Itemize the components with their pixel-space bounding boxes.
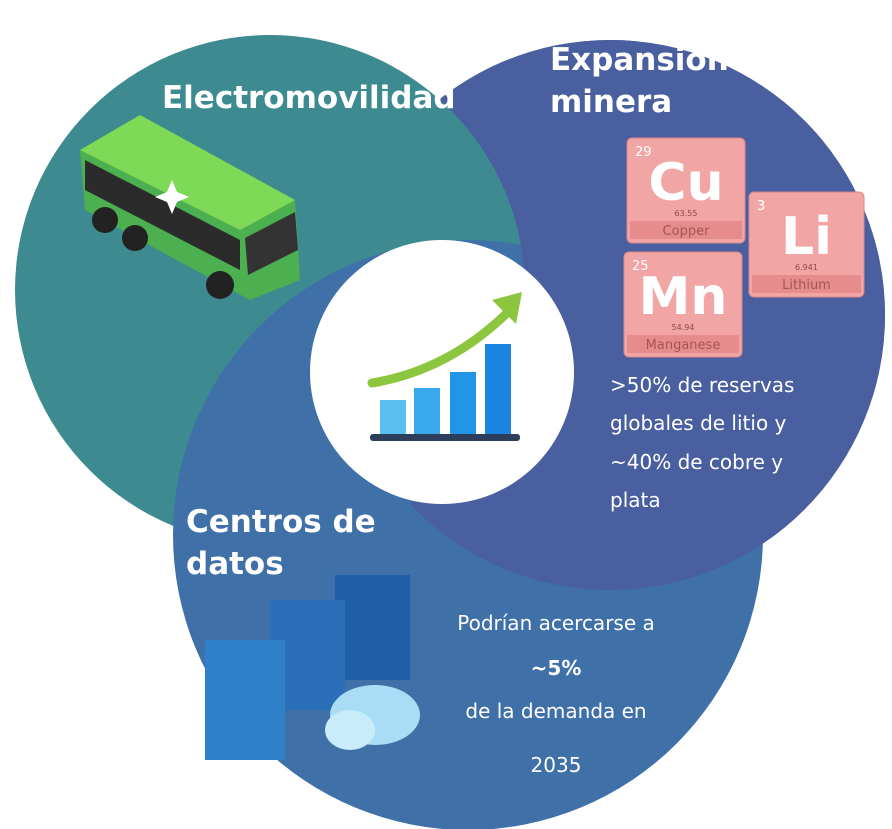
heading: Electromovilidad xyxy=(162,80,456,116)
body-text: de la demanda en xyxy=(465,699,646,723)
element-name: Copper xyxy=(663,224,711,239)
bus-icon xyxy=(80,115,300,300)
element-mass: 54.94 xyxy=(672,323,695,332)
element-band xyxy=(630,221,742,239)
server-icon xyxy=(205,575,420,760)
heading: Expansión xyxy=(550,42,729,78)
body-text: 2035 xyxy=(531,753,582,777)
element-mass: 63.55 xyxy=(675,209,698,218)
element-band xyxy=(752,275,861,293)
element-number: 25 xyxy=(632,259,649,274)
element-number: 3 xyxy=(757,199,765,214)
growth-icon xyxy=(367,292,522,441)
center-circle xyxy=(310,240,574,504)
body-text: ~40% de cobre y xyxy=(610,450,783,474)
element-name: Lithium xyxy=(782,278,831,293)
heading: Centros de xyxy=(186,504,376,540)
element-name: Manganese xyxy=(646,338,721,353)
element-symbol: Li xyxy=(781,207,832,267)
body-text: Podrían acercarse a xyxy=(457,611,655,635)
element-mass: 6.941 xyxy=(795,263,818,272)
body-text: ~5% xyxy=(531,656,582,680)
body-text: globales de litio y xyxy=(610,411,787,435)
heading: minera xyxy=(550,84,672,120)
element-symbol: Cu xyxy=(648,153,723,213)
element-tile xyxy=(623,251,743,358)
body-text: >50% de reservas xyxy=(610,373,794,397)
element-number: 29 xyxy=(635,145,652,160)
element-symbol: Mn xyxy=(639,267,728,327)
element-tile xyxy=(748,191,865,298)
heading: datos xyxy=(186,546,284,582)
body-text: plata xyxy=(610,488,661,512)
element-tile xyxy=(626,137,746,244)
element-band xyxy=(627,335,739,353)
